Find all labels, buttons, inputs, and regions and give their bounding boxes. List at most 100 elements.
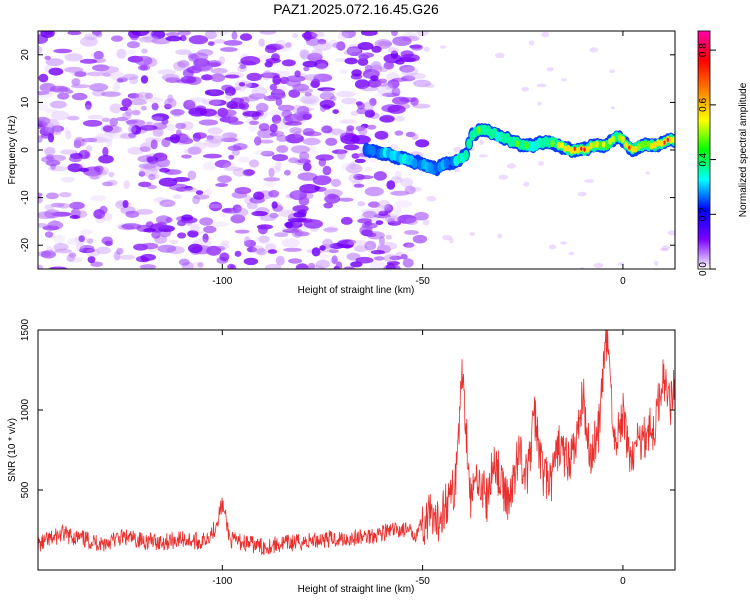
noise-blob: [206, 135, 225, 144]
signal-cell: [633, 145, 638, 153]
noise-blob: [371, 45, 382, 53]
noise-blob: [357, 42, 374, 51]
colorbar-tick-label: 0.8: [698, 43, 709, 57]
noise-blob: [405, 131, 416, 138]
noise-blob: [170, 109, 185, 116]
noise-blob: [308, 145, 317, 156]
noise-blob: [90, 261, 103, 267]
noise-blob: [130, 31, 150, 37]
noise-blob: [209, 89, 217, 94]
noise-blob: [413, 211, 429, 221]
noise-blob: [125, 119, 139, 124]
signal-cell: [443, 157, 450, 169]
noise-blob: [246, 82, 259, 88]
noise-blob: [303, 66, 310, 72]
noise-blob: [67, 115, 80, 121]
noise-blob: [311, 247, 321, 257]
noise-blob: [404, 185, 416, 195]
x-tick-label: 0: [620, 276, 626, 287]
noise-blob: [255, 102, 269, 113]
noise-blob: [96, 246, 112, 255]
noise-blob: [295, 263, 309, 269]
bottom-plot-frame: [37, 329, 676, 571]
noise-blob: [285, 221, 294, 229]
noise-blob: [240, 56, 261, 66]
noise-blob: [187, 53, 198, 59]
noise-blob: [357, 218, 372, 224]
noise-blob: [589, 47, 599, 53]
noise-blob: [373, 256, 385, 261]
noise-blob: [354, 158, 366, 164]
signal-cell: [672, 136, 675, 144]
signal-cell: [666, 137, 669, 142]
noise-blob: [265, 263, 282, 269]
noise-blob: [231, 31, 238, 40]
signal-cell: [515, 140, 520, 148]
noise-blob: [183, 149, 191, 154]
noise-blob: [225, 92, 233, 100]
noise-blob: [332, 127, 343, 137]
noise-blob: [303, 31, 312, 42]
noise-blob: [139, 264, 157, 269]
noise-blob: [400, 177, 414, 188]
noise-blob: [275, 39, 286, 47]
noise-blob: [291, 145, 310, 154]
noise-blob: [44, 231, 54, 238]
noise-blob: [127, 93, 140, 99]
noise-blob: [109, 117, 118, 127]
noise-blob: [220, 47, 238, 52]
noise-blob: [99, 205, 108, 215]
noise-blob: [568, 251, 575, 256]
noise-blob: [300, 50, 309, 61]
noise-blob: [40, 31, 55, 38]
noise-blob: [53, 48, 73, 54]
noise-blob: [312, 175, 332, 186]
noise-blob: [203, 153, 222, 159]
noise-blob: [580, 266, 585, 269]
noise-blob: [49, 100, 67, 109]
noise-blob: [404, 216, 411, 224]
noise-blob: [654, 260, 659, 266]
noise-blob: [302, 137, 321, 146]
noise-blob: [192, 195, 201, 205]
bottom-y-ticks: 500 1000 1500: [20, 318, 675, 498]
signal-cell: [669, 136, 673, 144]
noise-blob: [268, 190, 280, 198]
signal-cell: [550, 140, 555, 148]
noise-blob: [232, 207, 249, 218]
noise-blob: [269, 83, 278, 91]
noise-blob: [238, 82, 246, 87]
noise-blob: [316, 63, 328, 70]
signal-track: [362, 123, 675, 177]
noise-blob: [180, 75, 197, 84]
noise-blob: [86, 238, 94, 244]
noise-blob: [338, 118, 358, 125]
noise-blob: [302, 128, 315, 136]
y-tick-label: 1500: [20, 318, 31, 341]
noise-blob: [288, 258, 303, 264]
noise-blob: [317, 39, 327, 45]
noise-blob: [100, 167, 110, 175]
noise-blob: [354, 79, 370, 90]
noise-blob: [111, 35, 123, 42]
bottom-x-ticks: -100 -50 0: [212, 330, 626, 587]
noise-blob: [78, 235, 85, 243]
noise-blob: [267, 249, 278, 254]
y-tick-label: -20: [20, 238, 31, 253]
noise-blob: [645, 171, 650, 175]
noise-blob: [285, 133, 304, 144]
noise-blob: [263, 70, 272, 79]
noise-blob: [370, 61, 382, 71]
noise-blob: [345, 163, 363, 174]
noise-blob: [283, 247, 302, 252]
noise-blob: [401, 66, 419, 77]
noise-blob: [158, 177, 178, 187]
noise-blob: [51, 125, 64, 132]
noise-blob: [546, 67, 554, 72]
noise-blob: [667, 230, 675, 236]
noise-blob: [121, 223, 142, 230]
noise-blob: [79, 36, 98, 47]
noise-blob: [232, 168, 248, 177]
noise-blob: [141, 242, 159, 250]
noise-blob: [479, 139, 484, 145]
